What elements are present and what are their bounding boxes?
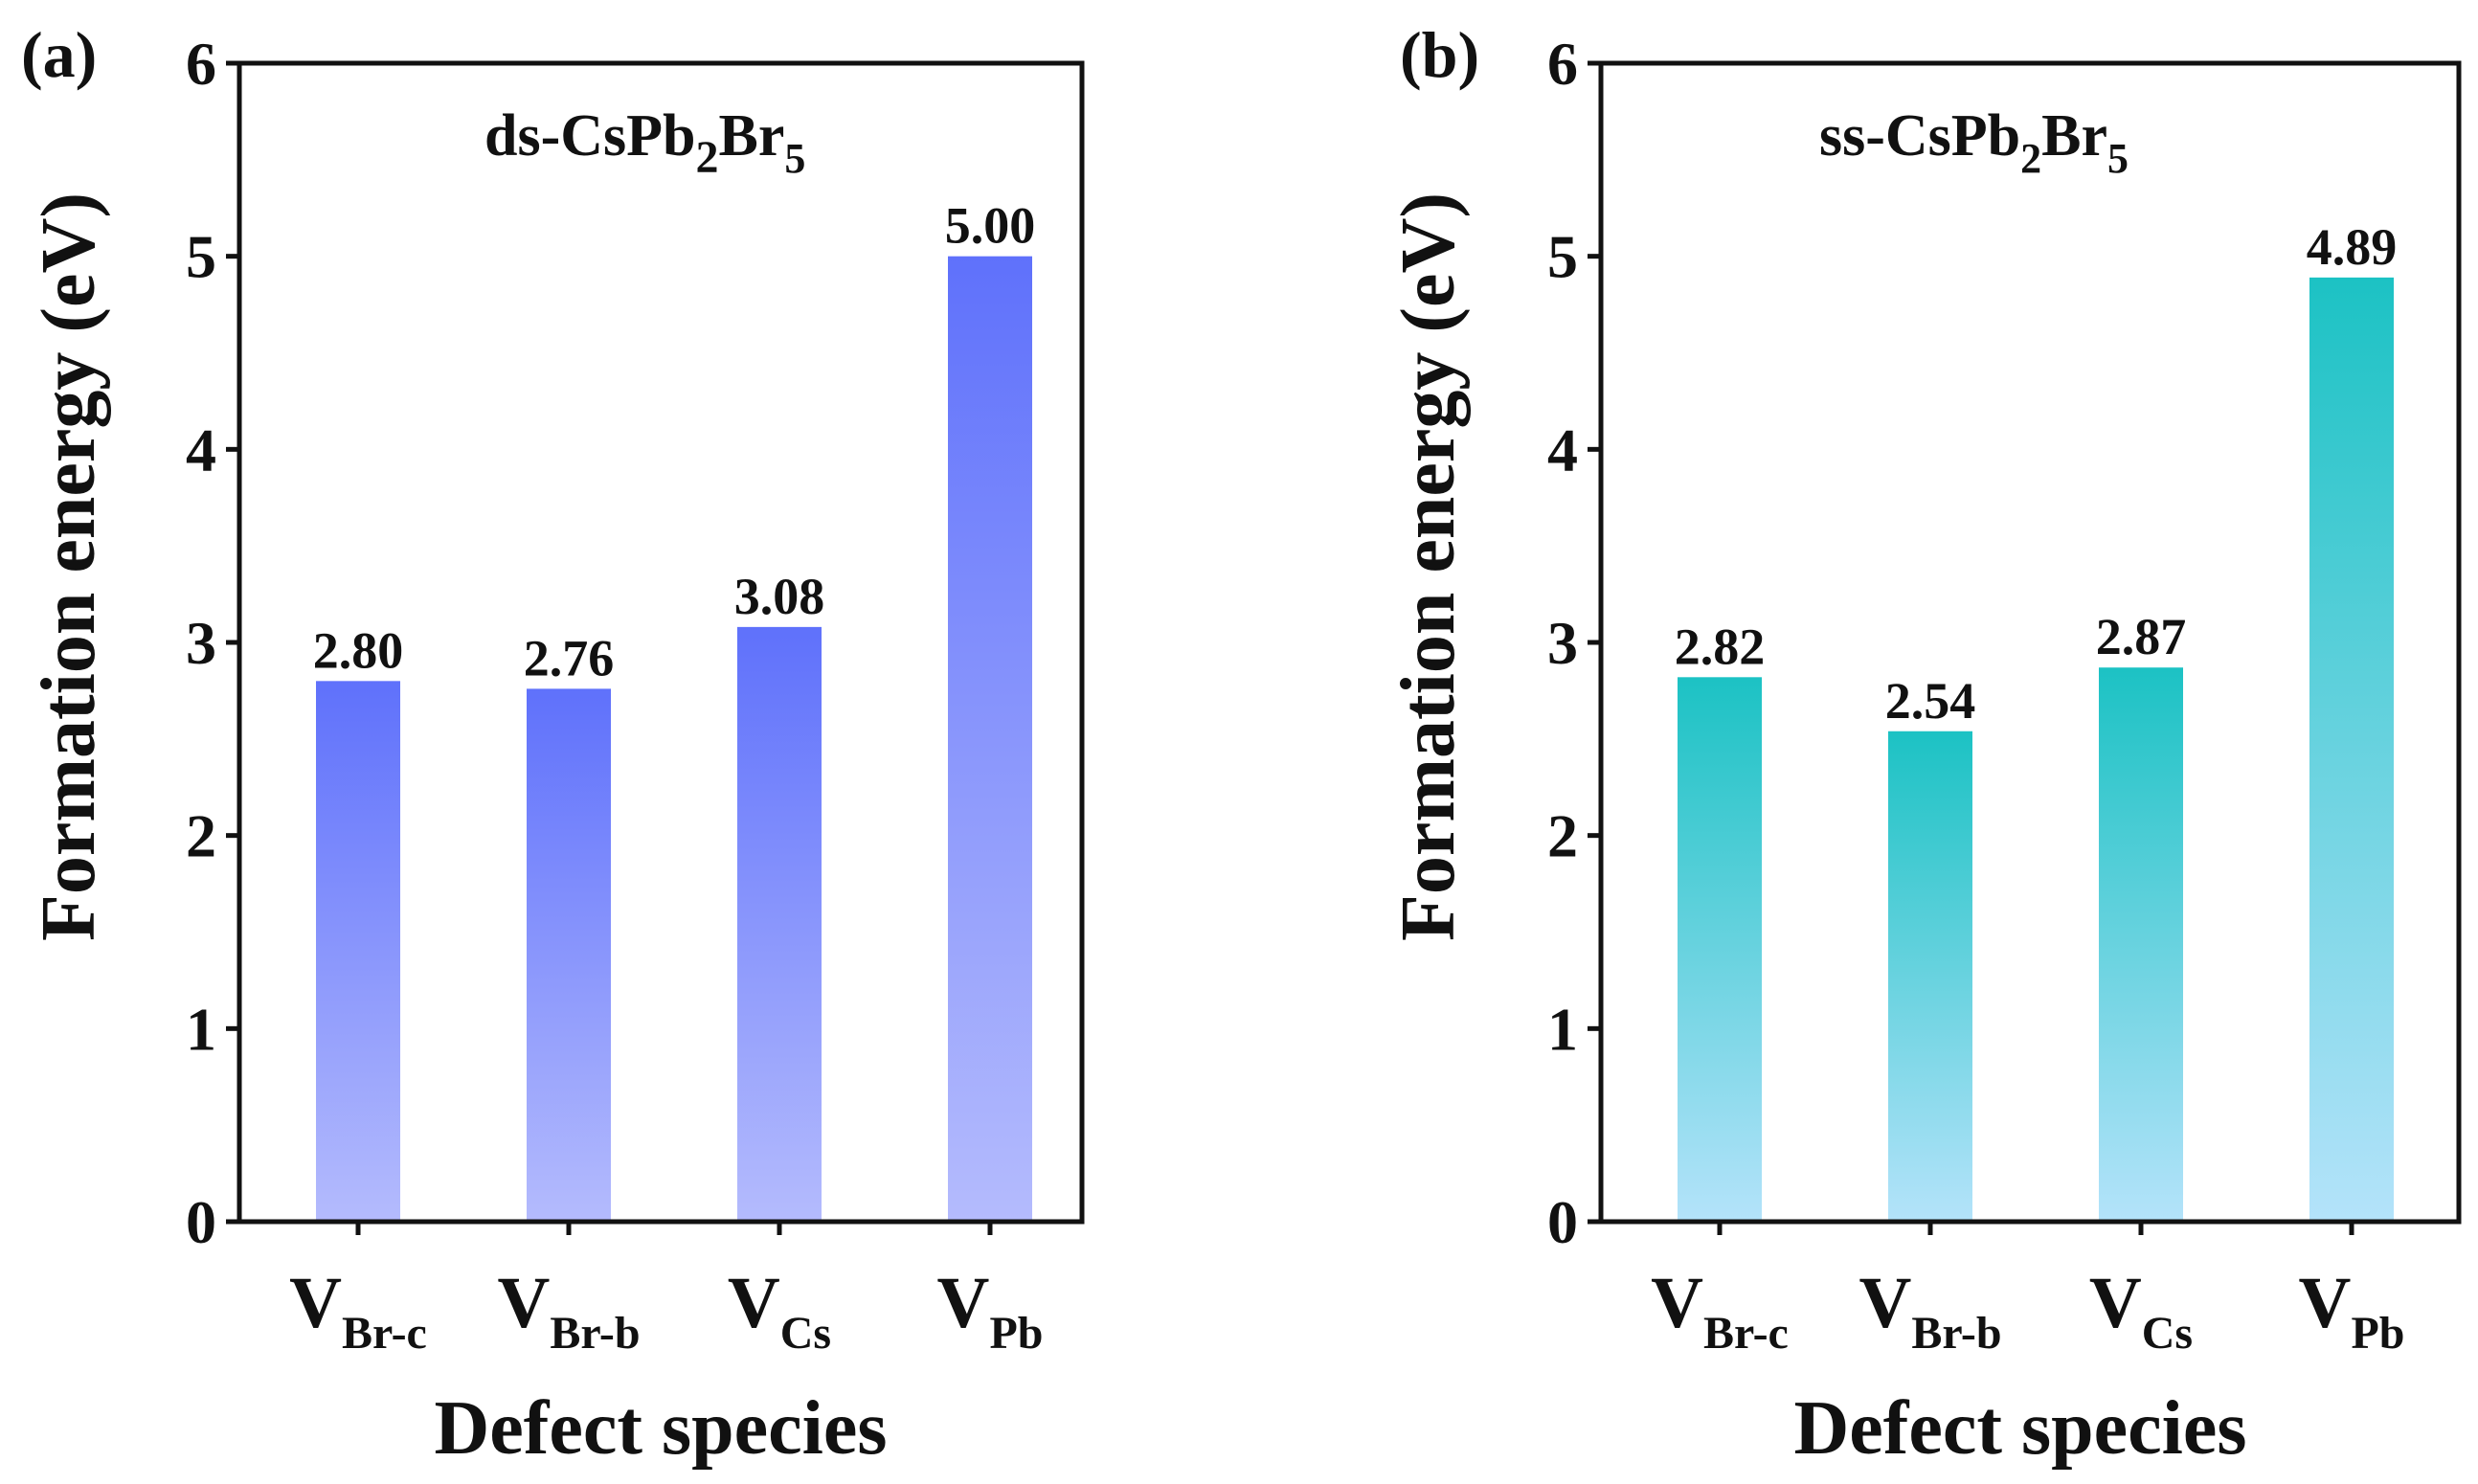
panel-b-y-tick-label: 4 bbox=[1547, 416, 1578, 483]
panel-b-bar-value-label: 2.82 bbox=[1675, 618, 1766, 675]
panel-b-label: (b) bbox=[1400, 18, 1479, 91]
panel-a-chart: (a) Formation energy (eV) ds-CsPb2Br5 2.… bbox=[21, 18, 1085, 1471]
panel-a-bars: 2.80 2.76 3.08 5.00 bbox=[313, 197, 1036, 1223]
panel-a-bar bbox=[737, 626, 822, 1222]
panel-b-y-tick-label: 3 bbox=[1547, 609, 1578, 677]
panel-b-bar-value-label: 2.87 bbox=[2096, 608, 2187, 665]
panel-a-x-category-label: VCs bbox=[728, 1263, 831, 1359]
panel-a-y-ticks: 0 1 2 3 4 5 6 bbox=[186, 30, 239, 1256]
panel-b-bar bbox=[2309, 277, 2394, 1223]
panel-a-plot-frame bbox=[237, 60, 1085, 1225]
panel-a-x-axis-title: Defect species bbox=[434, 1386, 887, 1471]
panel-a-bar-value-label: 5.00 bbox=[945, 197, 1036, 255]
panel-a-bar bbox=[316, 681, 400, 1222]
panel-a-bar-value-label: 2.76 bbox=[524, 629, 615, 686]
panel-a-x-category-label: VBr-c bbox=[289, 1263, 427, 1359]
panel-a-bar bbox=[948, 256, 1032, 1223]
panel-b-y-tick-label: 0 bbox=[1547, 1188, 1578, 1256]
panel-a-label: (a) bbox=[21, 18, 97, 91]
panel-a-y-tick-label: 5 bbox=[186, 223, 216, 291]
panel-b-bar bbox=[2099, 667, 2183, 1222]
panel-b-x-category-label: VBr-b bbox=[1858, 1263, 2001, 1359]
panel-b-x-categories: VBr-c VBr-b VCs VPb bbox=[1651, 1222, 2404, 1359]
panel-b-x-category-label: VCs bbox=[2089, 1263, 2193, 1359]
panel-b-bar bbox=[1678, 677, 1762, 1222]
panel-a-x-category-label: VBr-b bbox=[497, 1263, 640, 1359]
panel-b-chart-title: ss-CsPb2Br5 bbox=[1819, 103, 2129, 182]
panel-b-y-axis-title: Formation energy (eV) bbox=[1386, 192, 1471, 941]
panel-a-y-axis-title: Formation energy (eV) bbox=[27, 192, 111, 941]
panel-a-y-tick-label: 2 bbox=[186, 802, 216, 870]
panel-a-y-tick-label: 0 bbox=[186, 1188, 216, 1256]
panel-b-x-category-label: VPb bbox=[2299, 1263, 2405, 1359]
panel-a-chart-title: ds-CsPb2Br5 bbox=[484, 103, 805, 183]
panel-b-chart: (b) Formation energy (eV) ss-CsPb2Br5 2.… bbox=[1386, 18, 2462, 1471]
panel-a-x-categories: VBr-c VBr-b VCs VPb bbox=[289, 1222, 1043, 1359]
panel-b-bar-value-label: 2.54 bbox=[1885, 672, 1976, 730]
panel-b-x-category-label: VBr-c bbox=[1651, 1263, 1789, 1359]
panel-b-bar-value-label: 4.89 bbox=[2307, 218, 2398, 276]
panel-b-y-ticks: 0 1 2 3 4 5 6 bbox=[1547, 30, 1601, 1256]
panel-b-y-tick-label: 5 bbox=[1547, 223, 1578, 291]
panel-b-y-tick-label: 2 bbox=[1547, 802, 1578, 870]
panel-a-x-category-label: VPb bbox=[937, 1263, 1044, 1359]
panel-a-y-tick-label: 3 bbox=[186, 609, 216, 677]
panel-a-bar bbox=[527, 688, 611, 1222]
panel-b-y-tick-label: 6 bbox=[1547, 30, 1578, 98]
panel-a-bar-value-label: 2.80 bbox=[313, 621, 404, 679]
panel-a-bar-value-label: 3.08 bbox=[734, 568, 825, 625]
panel-b-x-axis-title: Defect species bbox=[1793, 1386, 2246, 1471]
panel-a-y-tick-label: 4 bbox=[186, 416, 216, 483]
panel-a-y-tick-label: 1 bbox=[186, 995, 216, 1063]
panel-b-y-tick-label: 1 bbox=[1547, 995, 1578, 1063]
panel-a-y-tick-label: 6 bbox=[186, 30, 216, 98]
panel-b-plot-frame bbox=[1598, 60, 2462, 1225]
panel-b-bars: 2.82 2.54 2.87 4.89 bbox=[1675, 218, 2398, 1223]
panel-b-bar bbox=[1888, 731, 1972, 1222]
